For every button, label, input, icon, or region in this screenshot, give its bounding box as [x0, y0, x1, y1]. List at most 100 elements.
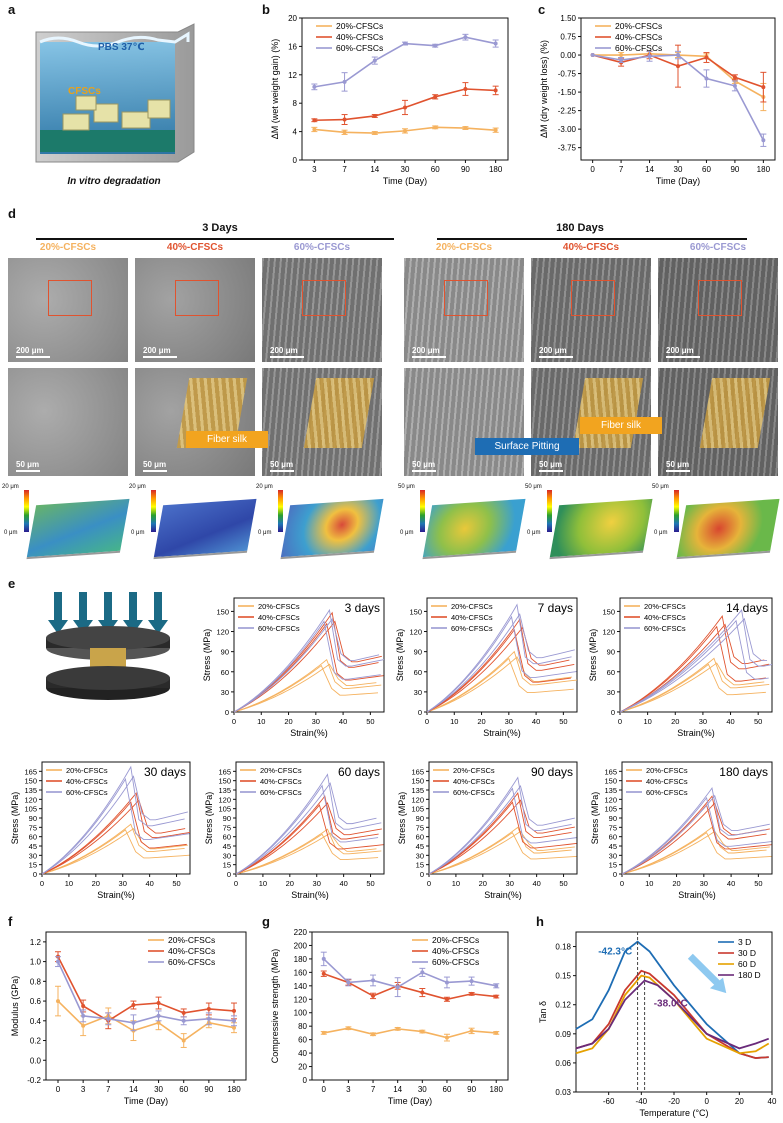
- x-tick-label: 40: [339, 717, 347, 726]
- colorbar-min-label: 0 μm: [654, 530, 668, 536]
- data-point-40-cfscs: [704, 55, 709, 60]
- y-tick-label: 150: [602, 607, 615, 616]
- chart-compressive-strength: 0 20 40 60 80 100 120 140 160 180 200 220 0 3 7 14 30 60 9…: [270, 928, 509, 1106]
- topography-map-3: 20 μm 0 μm: [256, 484, 384, 570]
- callout-fiber-silk-2: Fiber silk: [580, 417, 662, 434]
- y-axis-label: ΔM (wet weight gain) (%): [270, 39, 280, 140]
- scale-bar: 200 μm: [16, 346, 50, 358]
- x-tick-label: 0: [704, 1097, 709, 1106]
- scale-bar-line: [539, 356, 573, 358]
- data-point-60-cfscs: [493, 41, 498, 46]
- sem-image-high-mag-2: 50 μm: [135, 368, 255, 476]
- topography-map-1: 20 μm 0 μm: [2, 484, 130, 570]
- data-point-40-cfscs: [469, 991, 474, 996]
- x-tick-label: 180: [227, 1085, 241, 1094]
- curve-60-cfscs: [41, 777, 190, 875]
- legend-label-20-cfscs: 20%-CFSCs: [432, 935, 479, 945]
- scale-bar-label: 200 μm: [412, 346, 440, 355]
- scale-bar: 200 μm: [666, 346, 700, 358]
- series-line-40-cfscs: [57, 956, 235, 1022]
- curve-20-cfscs: [426, 650, 578, 713]
- sem-texture: [8, 258, 128, 362]
- scale-bar: 50 μm: [412, 460, 436, 472]
- colorbar-min-label: 0 μm: [527, 530, 541, 536]
- curve-60-cfscs: [41, 765, 185, 875]
- y-tick-label: 0.75: [560, 33, 576, 42]
- x-tick-label: 0: [322, 1085, 327, 1094]
- x-tick-label: 0: [40, 879, 44, 888]
- sem-image-high-mag-1: 50 μm: [8, 368, 128, 476]
- x-tick-label: 90: [461, 165, 470, 174]
- sem-texture: [8, 368, 128, 476]
- scale-bar-label: 50 μm: [143, 460, 167, 469]
- x-tick-label: 0: [618, 717, 622, 726]
- x-tick-label: 0: [234, 879, 238, 888]
- data-point-20-cfscs: [420, 1029, 425, 1034]
- series-line-20-cfscs: [57, 1000, 235, 1042]
- x-tick-label: -60: [603, 1097, 615, 1106]
- curve-60-cfscs: [41, 775, 188, 875]
- x-tick-label: 50: [366, 717, 374, 726]
- height-colorbar: [151, 490, 156, 532]
- curve-60-cfscs: [619, 617, 768, 713]
- colorbar-max-label: 50 μm: [525, 484, 542, 490]
- chart-title: 7 days: [538, 601, 573, 615]
- pbs-label: PBS 37℃: [98, 42, 145, 53]
- data-point-60-cfscs: [732, 83, 737, 88]
- height-surface: [26, 498, 130, 560]
- panel-g-letter: g: [262, 914, 270, 929]
- data-point-40-cfscs: [420, 990, 425, 995]
- zoom-region-box: [175, 280, 219, 316]
- scale-bar-line: [16, 470, 40, 472]
- curve-60-cfscs: [619, 619, 769, 713]
- x-tick-label: 3: [312, 165, 317, 174]
- colorbar-min-label: 0 μm: [400, 530, 414, 536]
- curve-20-cfscs: [428, 831, 577, 875]
- legend-label-40-cfscs: 40%-CFSCs: [258, 613, 300, 622]
- curve-60-cfscs: [621, 794, 770, 875]
- data-point-40-cfscs: [494, 994, 499, 999]
- y-tick-label: 60: [221, 668, 229, 677]
- x-axis-label: Temperature (°C): [639, 1108, 708, 1118]
- data-point-60-cfscs: [403, 41, 407, 46]
- data-point-60-cfscs: [395, 985, 400, 990]
- panel-f-letter: f: [8, 914, 13, 929]
- group-line-3-days: [36, 238, 394, 240]
- legend-label-60-cfscs: 60%-CFSCs: [646, 788, 688, 797]
- data-point-40-cfscs: [403, 105, 407, 110]
- y-tick-label: 60: [298, 1036, 307, 1045]
- group-title-180-days: 180 Days: [556, 222, 604, 234]
- y-tick-label: -0.2: [27, 1076, 41, 1085]
- scale-bar-label: 50 μm: [412, 460, 436, 469]
- data-point-60-cfscs: [676, 53, 680, 58]
- x-tick-label: 180: [757, 165, 771, 174]
- scale-bar-label: 50 μm: [666, 460, 690, 469]
- x-tick-label: 60: [702, 165, 711, 174]
- data-point-40-cfscs: [444, 997, 449, 1002]
- y-tick-label: 60: [223, 833, 231, 842]
- curve-60-cfscs: [235, 782, 377, 875]
- curve-60-cfscs: [621, 787, 767, 875]
- data-point-60-cfscs: [463, 35, 468, 40]
- scale-bar-line: [539, 470, 563, 472]
- chart-title: 90 days: [531, 765, 573, 779]
- y-tick-label: 30: [223, 851, 231, 860]
- scale-bar: 200 μm: [143, 346, 177, 358]
- y-tick-label: 0.09: [555, 1030, 571, 1039]
- y-tick-label: 4: [293, 128, 298, 137]
- data-point-60-cfscs: [761, 138, 766, 143]
- data-point-60-cfscs: [433, 43, 438, 48]
- zoom-region-box: [698, 280, 742, 316]
- y-tick-label: 0.15: [555, 972, 571, 981]
- topography-map-2: 20 μm 0 μm: [129, 484, 257, 570]
- x-tick-label: 0: [590, 165, 595, 174]
- x-tick-label: 40: [727, 879, 735, 888]
- x-axis-label: Strain(%): [678, 890, 716, 900]
- y-tick-label: 165: [411, 767, 424, 776]
- y-tick-label: 0.6: [30, 997, 42, 1006]
- data-point-20-cfscs: [403, 128, 407, 133]
- height-surface: [280, 498, 384, 560]
- y-tick-label: 1.50: [560, 14, 576, 23]
- x-tick-label: 0: [427, 879, 431, 888]
- scale-bar: 50 μm: [270, 460, 294, 472]
